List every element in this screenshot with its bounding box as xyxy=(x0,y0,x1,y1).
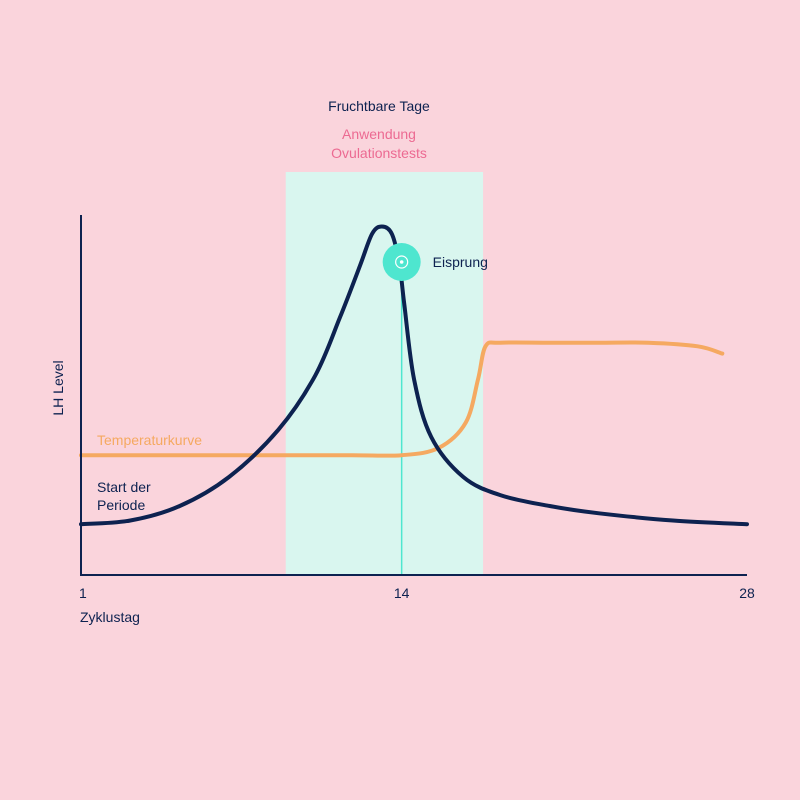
fertile-days-label: Fruchtbare Tage xyxy=(328,98,430,114)
series-line-temperature xyxy=(79,340,725,458)
x-tick-labels: 1 14 28 xyxy=(79,585,755,601)
x-tick-label-28: 28 xyxy=(739,585,755,601)
ovulation-tests-label-line2: Ovulationstests xyxy=(331,145,427,161)
x-axis-label: Zyklustag xyxy=(80,609,140,625)
x-tick-label-14: 14 xyxy=(394,585,410,601)
ovulation-label: Eisprung xyxy=(433,254,488,270)
y-axis-label: LH Level xyxy=(50,360,66,415)
period-start-label-line2: Periode xyxy=(97,497,145,513)
temperature-curve-label: Temperaturkurve xyxy=(97,432,202,448)
period-start-label-line1: Start der xyxy=(97,479,151,495)
ovulation-tests-label-line1: Anwendung xyxy=(342,126,416,142)
ovulation-marker-dot xyxy=(399,260,404,264)
fertile-window-band xyxy=(285,172,484,575)
ovulation-marker xyxy=(382,243,421,281)
ovulation-marker-ring xyxy=(395,255,409,269)
x-tick-label-1: 1 xyxy=(79,585,87,601)
series-line-lh xyxy=(79,224,749,527)
